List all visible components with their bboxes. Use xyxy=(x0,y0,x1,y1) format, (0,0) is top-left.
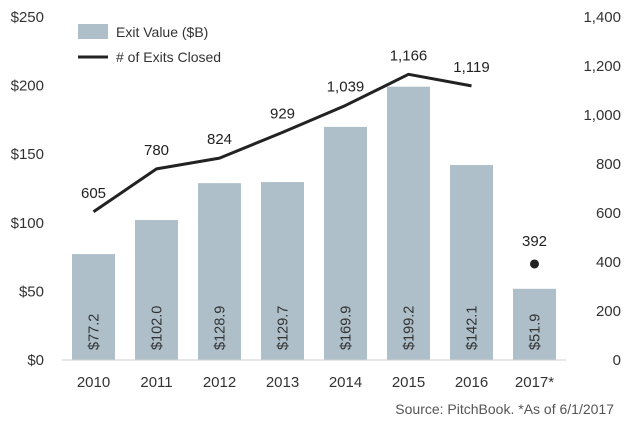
exits-value-label: 824 xyxy=(207,131,232,148)
right-axis-tick: 800 xyxy=(596,156,621,173)
x-axis-tick: 2012 xyxy=(203,374,236,391)
x-axis-tick: 2014 xyxy=(329,374,362,391)
exits-value-label: 780 xyxy=(144,142,169,159)
bar-2013 xyxy=(261,182,304,360)
x-axis-tick: 2013 xyxy=(266,374,299,391)
left-axis-tick: $150 xyxy=(11,146,44,163)
exits-value-label: 1,039 xyxy=(327,78,365,95)
x-axis-tick: 2011 xyxy=(140,374,172,391)
bars-layer xyxy=(72,86,556,360)
x-axis-tick: 2016 xyxy=(455,374,488,391)
right-axis-tick: 1,200 xyxy=(583,58,621,75)
bar-2014 xyxy=(324,126,367,360)
x-axis-tick: 2010 xyxy=(77,374,110,391)
right-axis-tick: 0 xyxy=(613,352,621,369)
right-axis-tick: 1,400 xyxy=(583,9,621,26)
right-axis-tick: 400 xyxy=(596,254,621,271)
exits-value-label: 605 xyxy=(81,185,106,202)
exits-point-2017 xyxy=(530,259,539,269)
bar-2011 xyxy=(135,220,178,360)
bar-2015 xyxy=(387,86,430,360)
x-axis-tick: 2017* xyxy=(515,374,554,391)
bar-value-label: $128.9 xyxy=(213,306,229,350)
bar-2010 xyxy=(72,254,115,360)
bar-value-label: $169.9 xyxy=(339,306,355,350)
legend-bar-label: Exit Value ($B) xyxy=(116,24,208,40)
left-axis-tick: $0 xyxy=(27,352,44,369)
bar-value-label: $102.0 xyxy=(150,306,166,350)
bar-2016 xyxy=(450,165,493,360)
bar-value-label: $51.9 xyxy=(528,314,544,350)
exits-line xyxy=(92,72,472,214)
right-axis-tick: 200 xyxy=(596,303,621,320)
legend-bar-swatch xyxy=(78,24,108,39)
left-axis-tick: $200 xyxy=(11,78,44,95)
bar-labels-layer: $77.2 $102.0 $128.9 $129.7 $169.9 $199.2 $142.… xyxy=(87,306,544,350)
exits-value-label: 1,119 xyxy=(453,59,489,76)
bar-value-label: $199.2 xyxy=(402,306,418,350)
axes-layer: $0 $50 $100 $150 $200 $250 0 200 400 600 800 1,000 1… xyxy=(11,9,621,391)
bar-value-label: $142.1 xyxy=(465,306,481,350)
x-axis-tick: 2015 xyxy=(392,374,425,391)
left-axis-tick: $50 xyxy=(19,283,44,300)
source-note: Source: PitchBook. *As of 6/1/2017 xyxy=(395,401,614,417)
right-axis-tick: 600 xyxy=(596,205,621,222)
bar-value-label: $129.7 xyxy=(276,306,292,350)
line-layer: 605 780 824 929 1,039 1,166 1,119 392 xyxy=(81,47,547,269)
bar-2012 xyxy=(198,183,241,360)
right-axis-tick: 1,000 xyxy=(583,107,621,124)
left-axis-tick: $100 xyxy=(11,215,44,232)
legend-line-label: # of Exits Closed xyxy=(116,49,221,65)
bar-value-label: $77.2 xyxy=(87,314,103,350)
exits-value-label: 392 xyxy=(522,233,547,250)
legend: Exit Value ($B) # of Exits Closed xyxy=(78,24,221,65)
bar-2017 xyxy=(513,288,556,360)
exits-value-label: 1,166 xyxy=(390,47,428,64)
left-axis-tick: $250 xyxy=(11,9,44,26)
exits-value-label: 929 xyxy=(270,105,295,122)
